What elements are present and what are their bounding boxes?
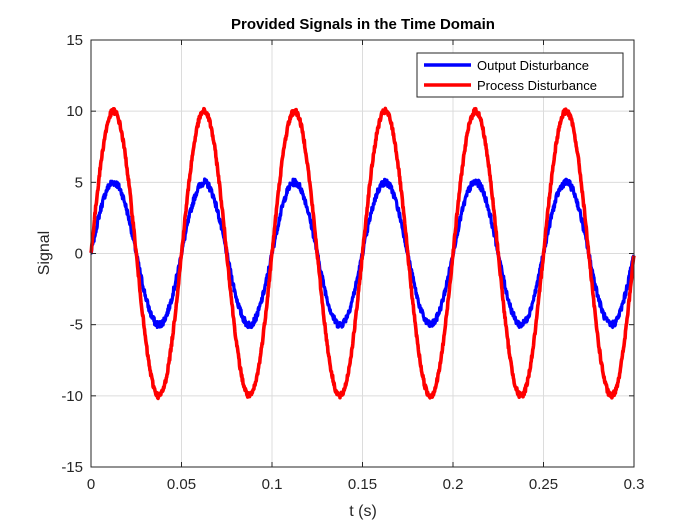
x-tick-label: 0.15 xyxy=(348,476,377,493)
x-tick-label: 0.1 xyxy=(262,476,283,493)
chart-title: Provided Signals in the Time Domain xyxy=(231,16,495,33)
y-tick-label: 0 xyxy=(75,246,83,263)
x-axis-label: t (s) xyxy=(349,503,377,520)
series-layer xyxy=(89,106,636,401)
y-tick-label: 15 xyxy=(66,32,83,49)
y-tick-label: 10 xyxy=(66,103,83,120)
y-axis-label: Signal xyxy=(36,231,53,275)
legend-label-output-disturbance: Output Disturbance xyxy=(477,58,589,73)
x-tick-label: 0.25 xyxy=(529,476,558,493)
y-tick-label: -10 xyxy=(61,388,83,405)
x-tick-label: 0.2 xyxy=(443,476,464,493)
series-line-process-disturbance xyxy=(89,106,636,401)
x-tick-label: 0.05 xyxy=(167,476,196,493)
legend-box xyxy=(416,52,624,98)
x-tick-label: 0.3 xyxy=(624,476,645,493)
legend-label-process-disturbance: Process Disturbance xyxy=(477,78,597,93)
y-tick-label: -15 xyxy=(61,459,83,476)
x-tick-label: 0 xyxy=(87,476,95,493)
ticks: 0 0.05 0.1 0.15 0.2 0.25 0.3 -15 -10 -5 0 5 10 15 xyxy=(61,32,644,493)
legend: Output Disturbance Process Disturbance xyxy=(416,52,624,98)
y-tick-label: 5 xyxy=(75,174,83,191)
y-tick-label: -5 xyxy=(70,317,83,334)
